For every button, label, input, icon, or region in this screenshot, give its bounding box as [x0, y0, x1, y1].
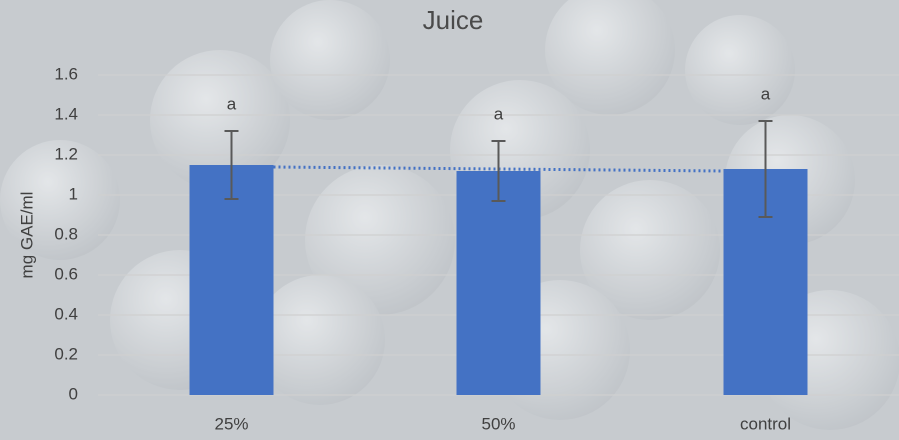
x-tick-label: 25%	[214, 414, 248, 433]
y-axis-title: mg GAE/ml	[17, 192, 36, 279]
y-tick-label: 1	[69, 184, 78, 203]
bar	[189, 165, 274, 395]
x-tick-label: 50%	[481, 414, 515, 433]
y-tick-label: 1.6	[54, 64, 78, 83]
y-tick-label: 0.6	[54, 264, 78, 283]
y-tick-label: 0.2	[54, 344, 78, 363]
y-tick-label: 0	[69, 384, 78, 403]
x-tick-label: control	[740, 414, 791, 433]
significance-label: a	[761, 84, 771, 103]
y-tick-label: 0.8	[54, 224, 78, 243]
y-tick-label: 0.4	[54, 304, 78, 323]
significance-label: a	[494, 104, 504, 123]
chart-title: Juice	[423, 5, 484, 35]
y-tick-label: 1.4	[54, 104, 78, 123]
y-tick-label: 1.2	[54, 144, 78, 163]
significance-label: a	[227, 94, 237, 113]
bar	[456, 171, 541, 395]
